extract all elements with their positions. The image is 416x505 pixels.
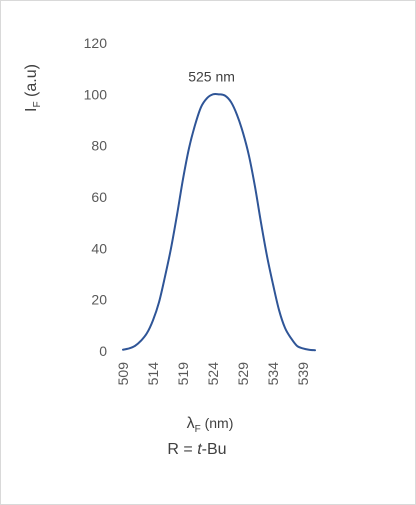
x-axis-title: λF (nm): [187, 415, 234, 435]
y-tick-label: 60: [91, 189, 107, 205]
x-tick-label: 509: [115, 362, 131, 386]
y-axis-title-unit: (a.u): [23, 64, 40, 101]
x-tick-labels: 509 514 519 524 529 534 539: [115, 362, 311, 386]
y-tick-label: 100: [84, 86, 108, 102]
x-axis-title-unit: (nm): [201, 415, 234, 431]
caption-italic: t: [197, 441, 202, 458]
y-tick-label: 40: [91, 240, 107, 256]
x-axis-title-sub: F: [195, 424, 201, 435]
series-line: [122, 92, 316, 352]
x-tick-label: 524: [205, 362, 221, 386]
y-tick-label: 120: [84, 35, 108, 51]
y-axis-title-sub: F: [32, 101, 43, 107]
caption-suffix: -Bu: [202, 441, 227, 458]
chart-caption: R = t-Bu: [167, 441, 226, 458]
y-tick-label: 0: [99, 343, 107, 359]
y-axis-title: IF (a.u): [23, 64, 43, 112]
x-axis-title-main: λ: [187, 415, 195, 432]
caption-prefix: R =: [167, 441, 197, 458]
x-tick-label: 539: [295, 362, 311, 386]
x-tick-label: 529: [235, 362, 251, 386]
peak-annotation: 525 nm: [188, 68, 235, 84]
y-tick-label: 20: [91, 292, 107, 308]
y-axis-title-main: I: [23, 108, 40, 112]
y-tick-labels: 0 20 40 60 80 100 120: [84, 35, 108, 359]
x-tick-label: 534: [265, 362, 281, 386]
x-tick-label: 519: [175, 362, 191, 386]
annotations: 525 nm: [188, 68, 235, 84]
x-tick-label: 514: [145, 362, 161, 386]
y-tick-label: 80: [91, 138, 107, 154]
